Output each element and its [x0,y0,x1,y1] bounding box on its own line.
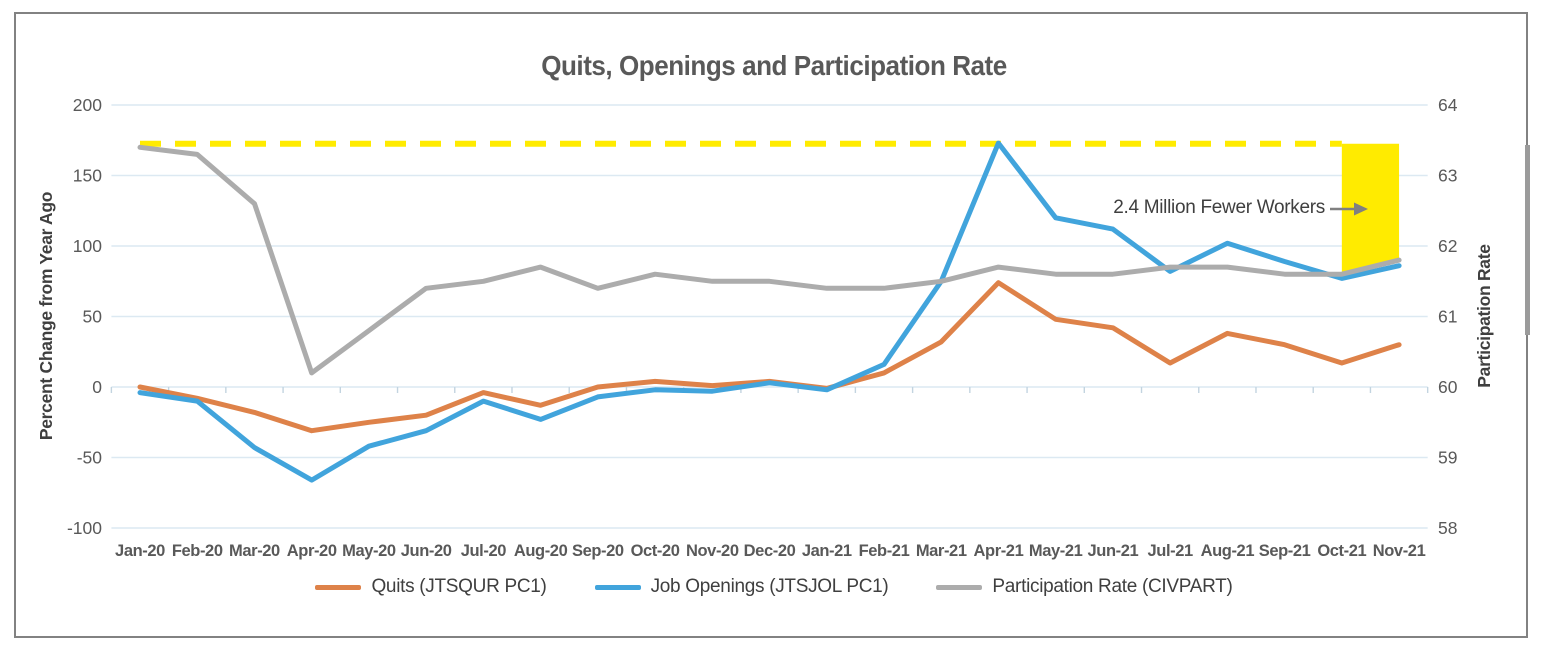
x-axis-category-label: Jun-20 [401,542,452,560]
x-axis-category-label: Mar-20 [229,542,280,560]
x-axis-category-label: Mar-21 [916,542,967,560]
x-axis-category-label: May-20 [342,542,396,560]
left-axis-tick-label: -100 [67,518,102,538]
legend-item-job-openings[interactable]: Job Openings (JTSJOL PC1) [594,576,889,598]
x-axis-category-label: Apr-20 [287,542,337,560]
x-axis-category-label: May-21 [1029,542,1083,560]
right-axis-tick-label: 62 [1438,236,1457,256]
annotation-text: 2.4 Million Fewer Workers [1113,197,1325,218]
scrollbar-thumb[interactable] [1525,145,1530,335]
left-axis-tick-label: 200 [73,95,102,115]
right-axis-tick-label: 59 [1438,448,1457,468]
right-axis-tick-label: 64 [1438,95,1458,115]
legend-label-job-openings: Job Openings (JTSJOL PC1) [650,576,889,597]
x-axis-category-label: Nov-21 [1373,542,1426,560]
left-axis-tick-label: 0 [92,377,102,397]
legend-label-participation-rate: Participation Rate (CIVPART) [992,576,1233,597]
right-axis-title: Participation Rate [1474,244,1494,388]
x-axis-category-label: Apr-21 [974,542,1024,560]
x-axis-category-label: Jul-21 [1147,542,1193,560]
x-axis-category-label: Aug-20 [514,542,568,560]
left-axis-tick-label: 100 [73,236,102,256]
x-axis-category-label: Sep-21 [1259,542,1311,560]
x-axis-category-label: Feb-21 [859,542,910,560]
legend-swatch-participation-rate [936,584,983,590]
annotation-arrow-head [1354,202,1368,216]
x-axis-category-label: Jan-20 [115,542,165,560]
highlight-band [1341,143,1400,275]
left-axis-tick-label: 50 [83,307,103,327]
x-axis-category-label: Jun-21 [1088,542,1139,560]
x-axis-category-label: Feb-20 [172,542,223,560]
chart-frame [14,12,1528,638]
legend-label-quits: Quits (JTSQUR PC1) [371,576,547,597]
left-axis-tick-label: 150 [73,166,102,186]
x-axis-category-label: Jan-21 [802,542,852,560]
right-axis-tick-label: 61 [1438,307,1457,327]
left-axis-title: Percent Change from Year Ago [36,192,56,440]
series-line-job-openings [137,140,1402,483]
legend: Quits (JTSQUR PC1) Job Openings (JTSJOL … [0,576,1548,598]
legend-item-participation-rate[interactable]: Participation Rate (CIVPART) [936,576,1233,598]
x-axis-category-label: Nov-20 [686,542,739,560]
right-axis-tick-label: 60 [1438,377,1458,397]
legend-swatch-quits [315,584,362,590]
right-axis-tick-label: 63 [1438,166,1457,186]
x-axis-category-label: Dec-20 [744,542,796,560]
right-axis-tick-label: 58 [1438,518,1457,538]
series-line-participation-rate [137,144,1402,376]
x-axis-category-label: Jul-20 [461,542,507,560]
x-axis-category-label: Oct-21 [1317,542,1366,560]
chart-title: Quits, Openings and Participation Rate [541,50,1007,81]
legend-item-quits[interactable]: Quits (JTSQUR PC1) [315,576,547,598]
x-axis-category-label: Sep-20 [572,542,624,560]
left-axis-tick-label: -50 [77,448,103,468]
x-axis-category-label: Oct-20 [631,542,680,560]
x-axis-category-label: Aug-21 [1201,542,1255,560]
series-line-quits [137,280,1402,434]
legend-swatch-job-openings [594,584,641,590]
